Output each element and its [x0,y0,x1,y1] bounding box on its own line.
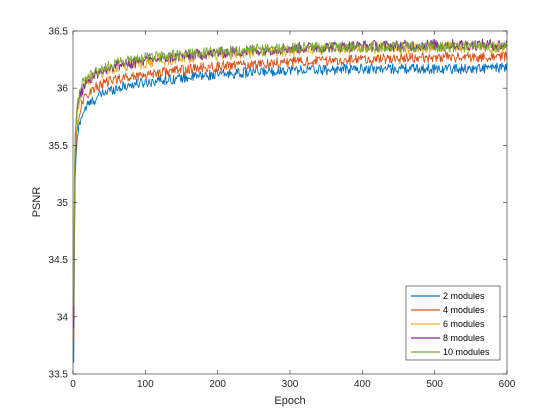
legend: 2 modules 4 modules 6 modules 8 modules 10 m… [405,285,501,361]
x-tick-label: 200 [209,379,226,390]
legend-entry: 10 modules [443,347,490,357]
y-tick-label: 35.5 [49,141,69,152]
x-tick-label: 300 [282,379,299,390]
x-tick-label: 100 [137,379,154,390]
legend-entry: 8 modules [443,333,485,343]
y-tick-label: 34 [57,312,69,323]
x-tick-label: 600 [499,379,516,390]
y-tick-label: 35 [57,198,69,209]
legend-entry: 2 modules [443,291,485,301]
y-tick-label: 36.5 [49,27,69,38]
legend-entry: 4 modules [443,305,485,315]
series-line-2 [73,51,508,340]
ticks-layer: 0 100 200 300 400 500 600 33.5 34 34.5 35 35.5 36 36.… [49,27,516,391]
y-axis-label: PSNR [31,187,43,218]
x-axis-label: Epoch [274,395,305,407]
x-tick-label: 0 [70,379,76,390]
legend-entry: 6 modules [443,319,485,329]
y-tick-label: 36 [57,84,69,95]
x-tick-label: 500 [426,379,443,390]
series-line-5 [73,41,508,306]
legend-box [405,285,501,361]
y-tick-label: 33.5 [49,370,69,381]
x-tick-label: 400 [354,379,371,390]
series-layer [73,38,508,363]
y-tick-label: 34.5 [49,255,69,266]
